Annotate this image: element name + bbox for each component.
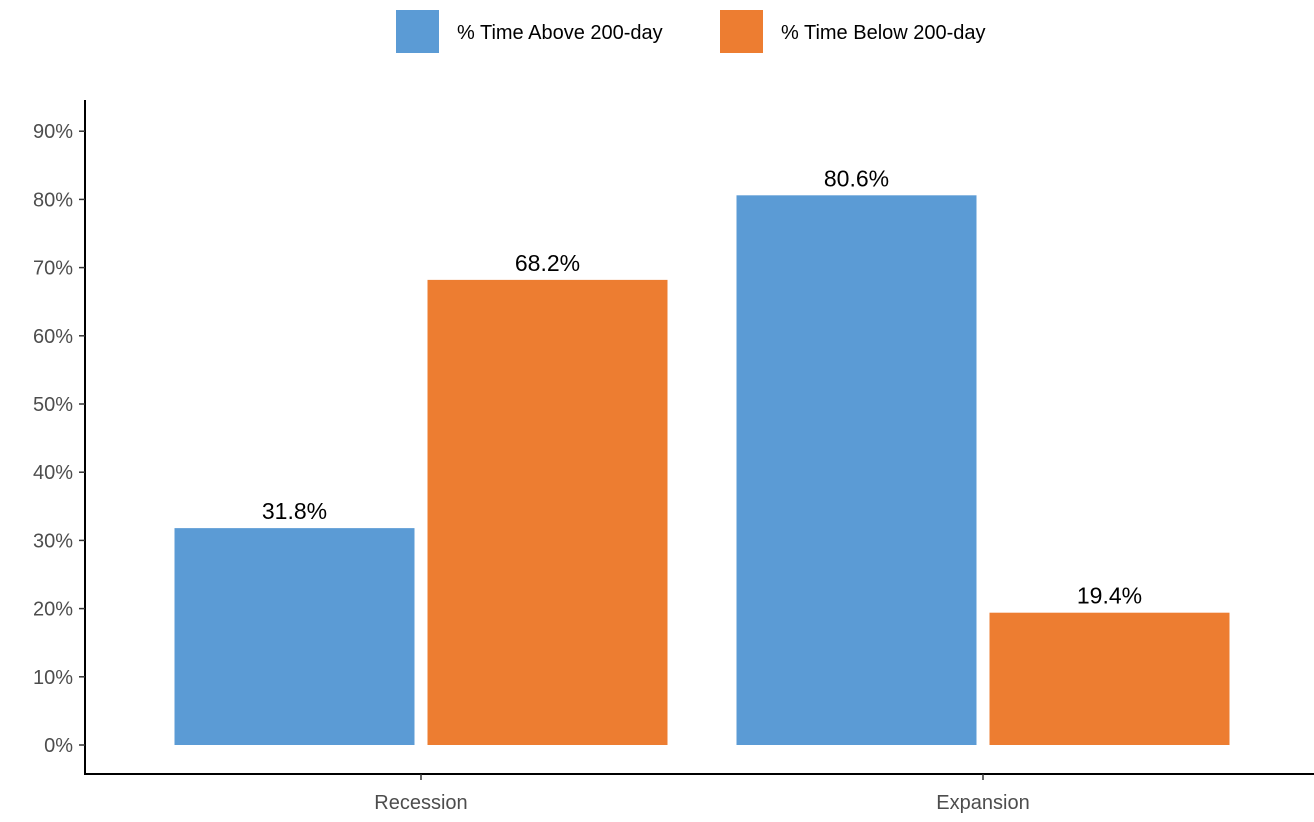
y-tick-label: 40% xyxy=(33,462,73,484)
y-tick-label: 0% xyxy=(44,735,73,757)
bars xyxy=(174,195,1230,746)
x-tick-label-expansion: Expansion xyxy=(936,792,1029,814)
y-tick-label: 60% xyxy=(33,326,73,348)
x-axis: Recession Expansion xyxy=(84,773,1314,814)
y-tick-label: 10% xyxy=(33,667,73,689)
bar-recession-time-above-200-day xyxy=(174,528,415,745)
data-label-recession-time-below-200-day: 68.2% xyxy=(515,250,580,276)
bar-expansion-time-below-200-day xyxy=(989,612,1230,745)
legend-label-time-below-200-day: % Time Below 200-day xyxy=(781,22,986,44)
legend-label-time-above-200-day: % Time Above 200-day xyxy=(457,22,663,44)
bar-recession-time-below-200-day xyxy=(427,279,668,745)
y-tick-label: 70% xyxy=(33,258,73,280)
bar-expansion-time-above-200-day xyxy=(736,195,977,746)
legend: % Time Above 200-day % Time Below 200-day xyxy=(396,10,986,53)
data-label-expansion-time-below-200-day: 19.4% xyxy=(1077,583,1142,609)
legend-key-time-below-200-day xyxy=(720,10,763,53)
x-tick-label-recession: Recession xyxy=(374,792,467,814)
y-tick-label: 20% xyxy=(33,599,73,621)
y-tick-label: 80% xyxy=(33,189,73,211)
data-label-expansion-time-above-200-day: 80.6% xyxy=(824,165,889,191)
y-tick-label: 30% xyxy=(33,530,73,552)
data-labels: 31.8% 68.2% 80.6% 19.4% xyxy=(262,165,1142,608)
legend-key-time-above-200-day xyxy=(396,10,439,53)
data-label-recession-time-above-200-day: 31.8% xyxy=(262,498,327,524)
y-tick-label: 90% xyxy=(33,121,73,143)
y-axis: 0% 10% 20% 30% 40% 50% 60% 70% 80% 90% xyxy=(33,100,86,774)
y-tick-label: 50% xyxy=(33,394,73,416)
